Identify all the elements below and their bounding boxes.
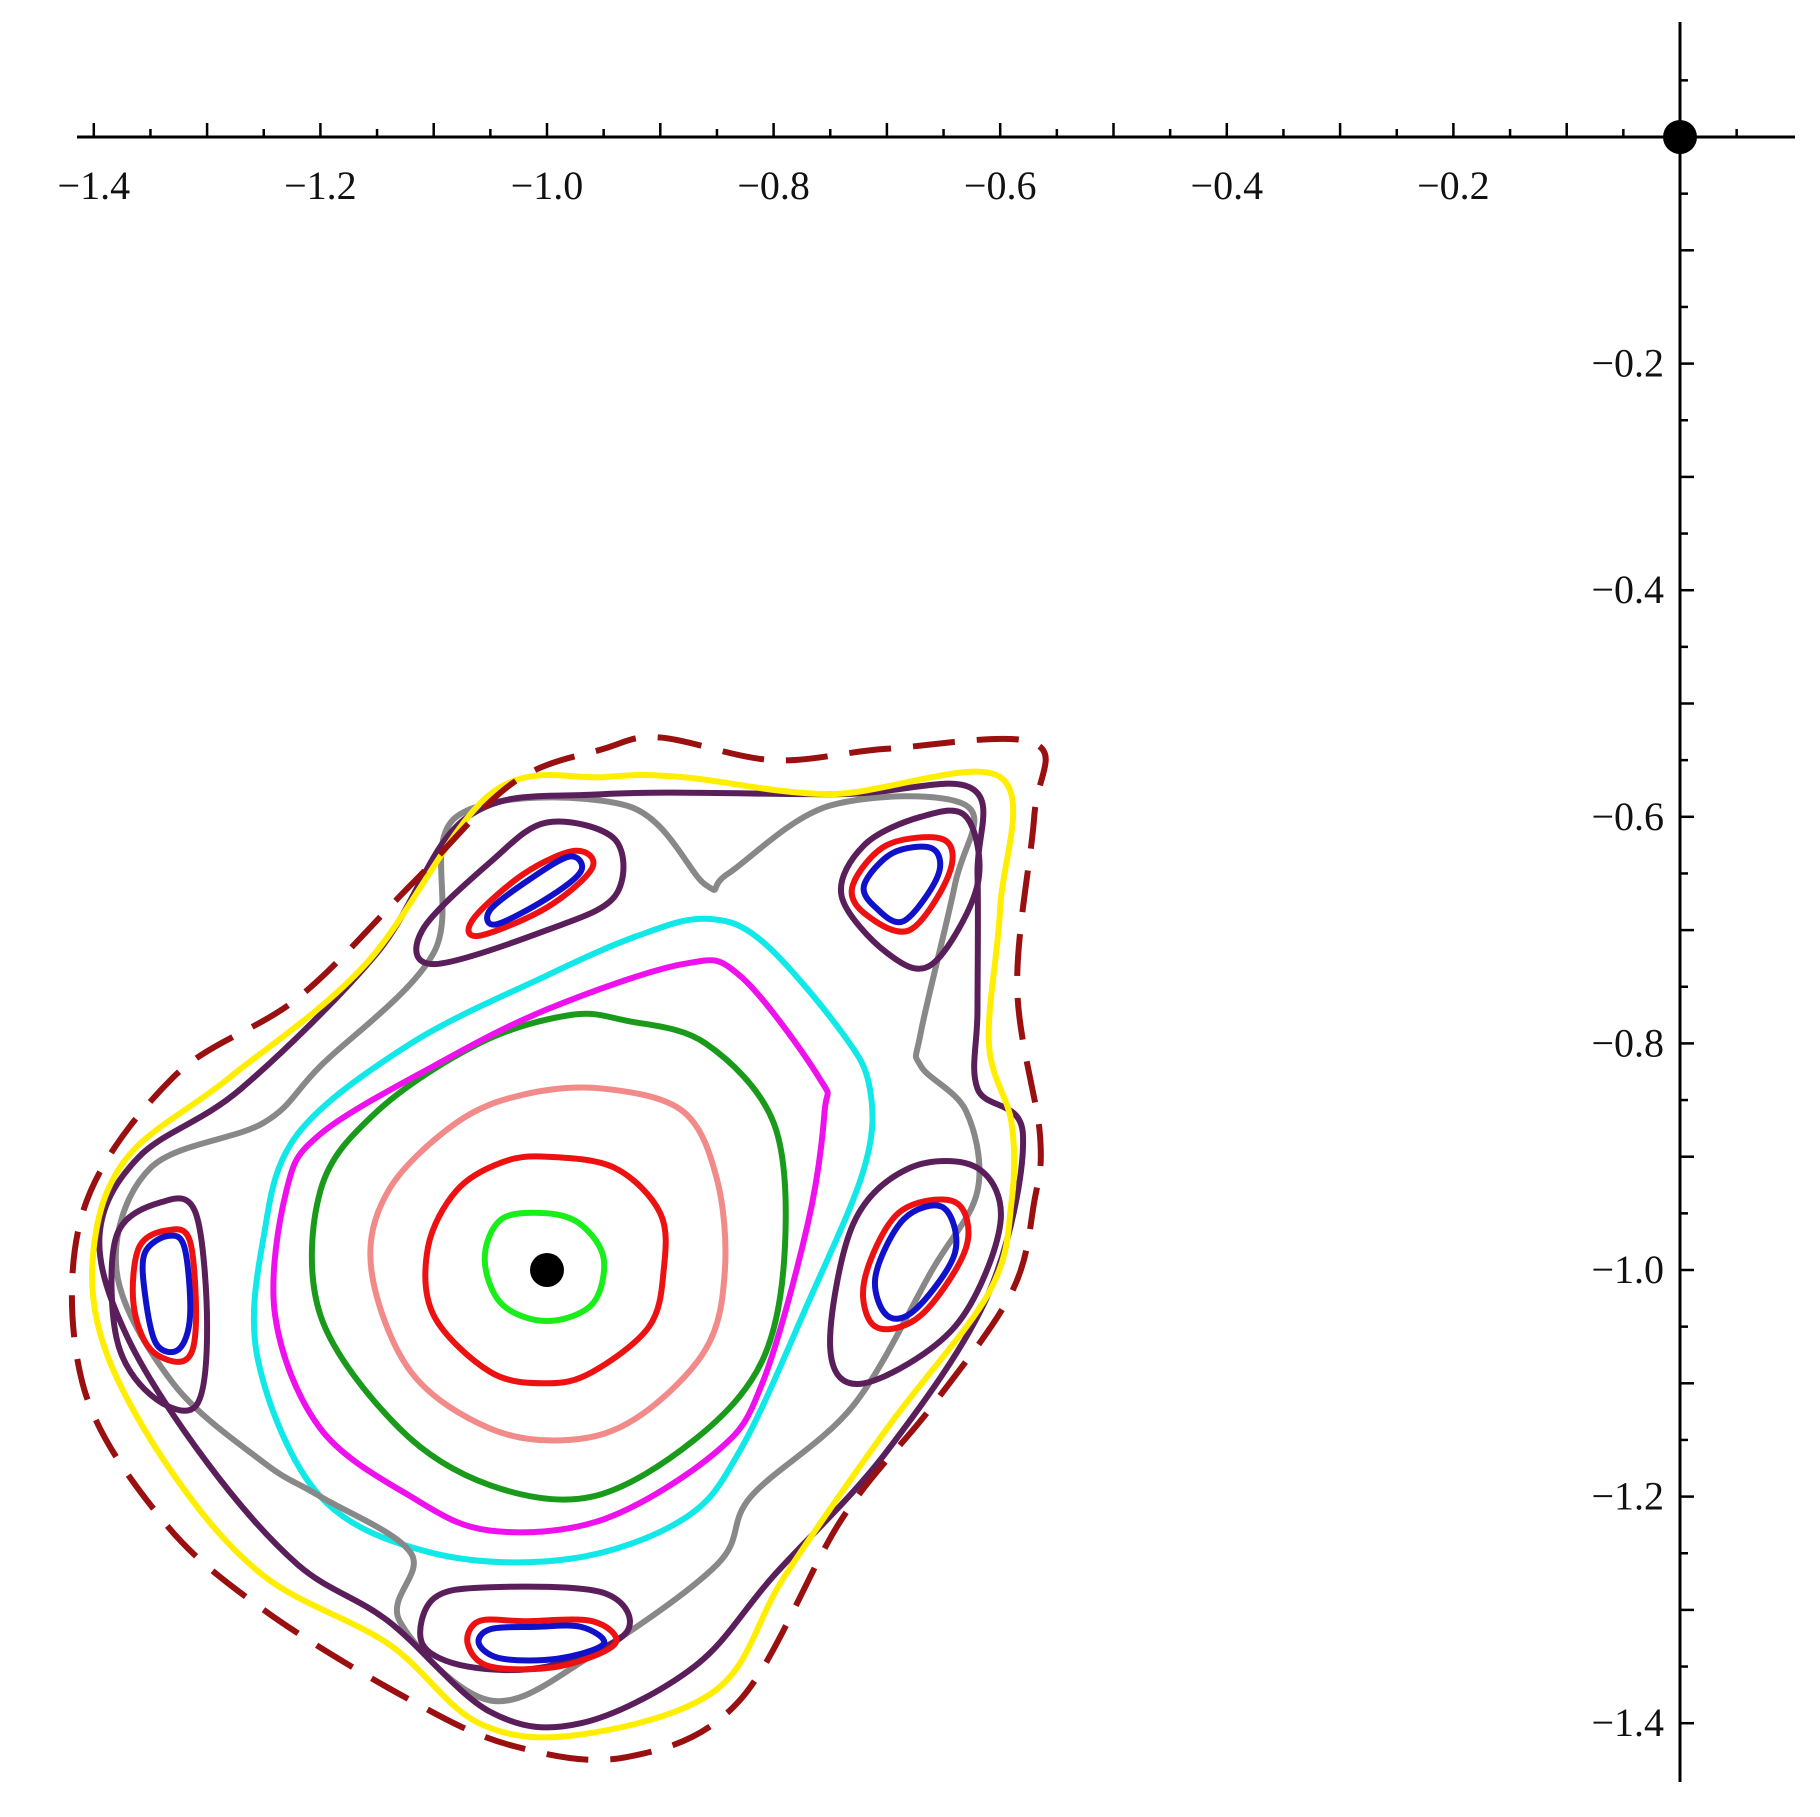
y-tick-label: −1.4 [1591, 1700, 1664, 1745]
x-tick-label: −1.0 [511, 163, 584, 208]
y-tick-label: −0.2 [1591, 341, 1664, 386]
orbit-curve-22 [108, 1195, 211, 1414]
orbit-curve-1 [422, 1153, 669, 1387]
orbit-curve-7 [96, 780, 1027, 1731]
orbit-curve-21 [475, 1622, 608, 1664]
y-tick-label: −0.6 [1591, 794, 1664, 839]
x-tick-label: −0.4 [1191, 163, 1264, 208]
y-tick-label: −0.8 [1591, 1020, 1664, 1065]
x-tick-label: −0.8 [737, 163, 810, 208]
axes-layer [77, 22, 1795, 1782]
orbit-curve-9 [68, 734, 1049, 1763]
y-tick-label: −1.2 [1591, 1474, 1664, 1519]
orbit-curve-8 [89, 768, 1018, 1741]
tick-label-layer: −1.4 −1.2 −1.0 −0.8 −0.6 −0.4 −0.2 −0.2 −0.4 −0.6… [58, 163, 1664, 1745]
fixed-point-marker-0 [1663, 120, 1697, 154]
x-tick-label: −0.2 [1417, 163, 1490, 208]
x-tick-label: −1.2 [284, 163, 357, 208]
orbit-curve-16 [827, 1158, 1004, 1387]
orbit-curve-13 [837, 807, 983, 972]
orbit-curve-12 [484, 853, 586, 928]
x-tick-label: −0.6 [964, 163, 1037, 208]
x-tick-label: −1.4 [58, 163, 131, 208]
orbit-curve-15 [860, 843, 944, 926]
orbit-curve-20 [464, 1616, 620, 1673]
orbit-layer [68, 734, 1049, 1763]
orbit-curve-2 [367, 1084, 729, 1444]
orbit-curve-24 [139, 1232, 194, 1356]
y-tick-label: −1.0 [1591, 1247, 1664, 1292]
y-tick-label: −0.4 [1591, 567, 1664, 612]
orbit-curve-23 [129, 1226, 200, 1365]
orbit-curve-18 [871, 1202, 960, 1322]
orbit-curve-5 [250, 915, 876, 1566]
marker-layer [530, 120, 1697, 1287]
orbit-curve-17 [860, 1196, 972, 1333]
orbit-curve-14 [848, 834, 956, 935]
orbit-curve-4 [270, 957, 831, 1536]
orbit-curve-3 [308, 1010, 789, 1503]
fixed-point-marker-1 [530, 1253, 564, 1287]
orbit-curve-11 [465, 847, 597, 940]
orbit-curve-0 [481, 1209, 608, 1324]
orbit-curve-10 [413, 818, 627, 968]
orbit-curve-6 [112, 793, 983, 1705]
